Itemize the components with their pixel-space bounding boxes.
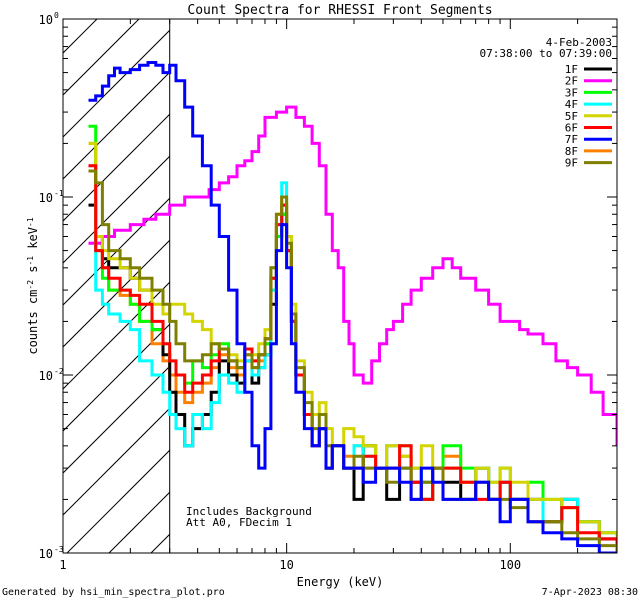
hatch-line	[63, 71, 170, 180]
hatch-line	[63, 155, 170, 264]
legend-label-5F: 5F	[565, 110, 578, 123]
legend-label-6F: 6F	[565, 122, 578, 135]
hatch-line	[63, 407, 170, 516]
y-tick-exponent: -3	[54, 545, 64, 554]
time-range-label: 07:38:00 to 07:39:00	[480, 47, 612, 60]
series-lines	[88, 61, 617, 553]
legend-label-2F: 2F	[565, 75, 578, 88]
y-tick-label: 10	[39, 191, 53, 205]
y-tick-exponent: -2	[54, 367, 64, 376]
legend-label-7F: 7F	[565, 133, 578, 146]
hatch-line	[63, 19, 140, 96]
hatch-line	[63, 113, 170, 222]
x-axis-label: Energy (keV)	[297, 575, 384, 589]
hatch-line	[63, 29, 170, 138]
annotation-attenuator: Att A0, FDecim 1	[186, 516, 292, 529]
hatch-line	[235, 0, 640, 553]
hatch-line	[63, 239, 170, 348]
legend-label-3F: 3F	[565, 86, 578, 99]
y-tick-exponent: -1	[54, 189, 64, 198]
footer-timestamp: 7-Apr-2023 08:30	[542, 587, 638, 598]
x-tick-label: 100	[499, 558, 521, 572]
y-tick-label: 10	[39, 13, 53, 27]
legend-label-8F: 8F	[565, 145, 578, 158]
y-tick-label: 10	[39, 369, 53, 383]
hatch-line	[66, 449, 170, 553]
legend-label-1F: 1F	[565, 63, 578, 76]
series-line-7F	[88, 61, 617, 553]
legend-label-9F: 9F	[565, 157, 578, 170]
hatch-line	[63, 197, 170, 306]
date-label: 4-Feb-2003	[546, 36, 612, 49]
chart-title: Count Spectra for RHESSI Front Segments	[187, 3, 492, 18]
y-axis-label: counts cm-2 s-1 keV-1	[26, 217, 41, 354]
legend-label-4F: 4F	[565, 98, 578, 111]
hatch-line	[63, 365, 170, 474]
footer-generated: Generated by hsi_min_spectra_plot.pro	[2, 587, 225, 598]
y-tick-exponent: 0	[54, 11, 59, 20]
hatch-line	[63, 19, 98, 54]
x-tick-label: 1	[59, 558, 66, 572]
annotation-background: Includes Background	[186, 505, 312, 518]
plot-frame	[62, 18, 618, 554]
y-tick-label: 10	[39, 547, 53, 561]
x-tick-label: 10	[279, 558, 293, 572]
